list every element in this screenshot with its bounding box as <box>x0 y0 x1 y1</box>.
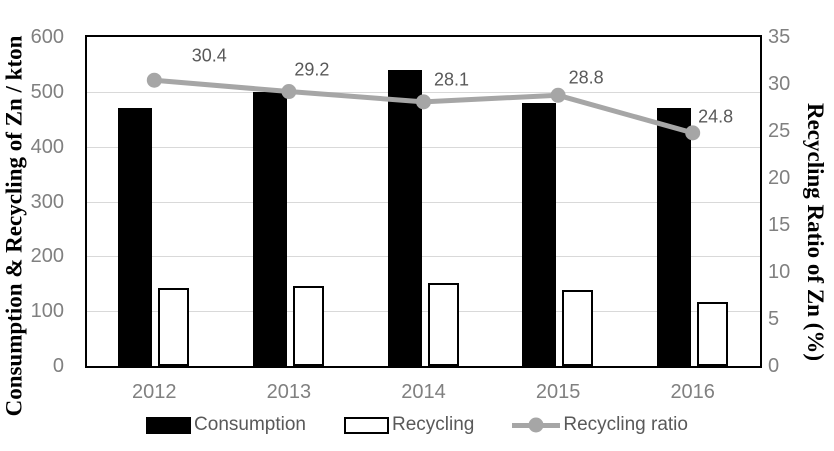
x-axis-label-2012: 2012 <box>132 381 177 403</box>
left-axis-tick: 500 <box>30 80 64 103</box>
legend-label: Consumption <box>194 414 306 435</box>
consumption-bar-2016 <box>656 108 691 366</box>
gridline <box>87 91 760 93</box>
consumption-bar-2015 <box>522 102 557 366</box>
line-marker-swatch-icon <box>512 417 561 433</box>
ratio-line-svg <box>146 72 701 141</box>
x-axis-label-2015: 2015 <box>535 381 581 403</box>
consumption-bar-2012 <box>118 108 153 366</box>
gridline <box>87 256 760 258</box>
consumption-bar-2013 <box>252 91 287 366</box>
ratio-data-label: 29.2 <box>294 59 330 80</box>
right-axis-tick: 35 <box>768 26 791 48</box>
right-axis-tick: 0 <box>768 355 780 377</box>
recycling-bar-2014 <box>427 282 459 366</box>
left-axis-tick: 400 <box>30 135 64 158</box>
recycling-bar-2015 <box>562 290 594 366</box>
x-axis-label-2016: 2016 <box>670 381 715 403</box>
x-axis-label-2013: 2013 <box>266 381 312 403</box>
legend-item-consumption: Consumption <box>146 414 306 436</box>
left-axis-tick: 300 <box>30 190 64 213</box>
right-axis-tick: 30 <box>768 73 791 95</box>
left-axis-tick: 0 <box>52 355 64 377</box>
left-axis-tick: 100 <box>30 300 64 323</box>
left-axis-tick: 200 <box>30 245 64 268</box>
ratio-data-label: 28.8 <box>568 67 604 88</box>
right-axis-tick: 5 <box>768 308 780 330</box>
recycling-swatch-icon <box>343 416 389 434</box>
left-axis-tick: 600 <box>30 26 64 48</box>
legend-label: Recycling ratio <box>563 414 688 435</box>
plot-area: 30.4 29.2 28.1 28.8 24.8 <box>85 35 762 368</box>
ratio-data-label: 24.8 <box>698 106 734 127</box>
gridline <box>87 146 760 148</box>
recycling-bar-2016 <box>696 301 728 366</box>
right-axis-tick: 25 <box>768 120 791 142</box>
consumption-bar-2014 <box>387 69 422 366</box>
recycling-bar-2013 <box>292 285 324 366</box>
right-axis-tick: 10 <box>768 261 791 283</box>
legend-item-recycling: Recycling <box>343 414 475 436</box>
legend-item-recycling-ratio: Recycling ratio <box>512 414 688 436</box>
recycling-bar-2012 <box>158 287 190 366</box>
gridline <box>87 311 760 313</box>
right-axis-tick: 15 <box>768 214 791 236</box>
legend-label: Recycling <box>391 414 475 435</box>
consumption-swatch-icon <box>146 416 192 434</box>
right-axis-tick: 20 <box>768 167 791 189</box>
gridline <box>87 201 760 203</box>
legend: Consumption Recycling Recycling ratio <box>0 414 834 436</box>
ratio-data-label: 28.1 <box>433 69 470 90</box>
x-axis-label-2014: 2014 <box>401 381 446 403</box>
left-axis-title: Consumption & Recycling of Zn / kton <box>1 35 27 417</box>
ratio-data-label: 30.4 <box>191 45 227 66</box>
